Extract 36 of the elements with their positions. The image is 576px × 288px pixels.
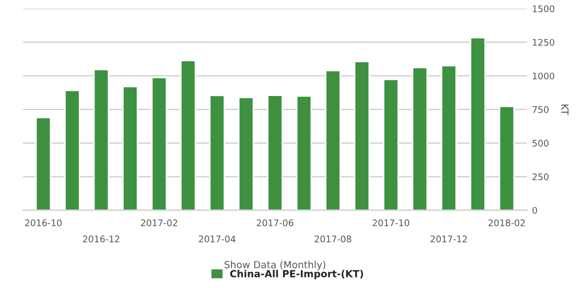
bar — [440, 64, 457, 210]
y-axis-title: KT — [561, 104, 568, 116]
legend-label: China-All PE-Import-(KT) — [230, 270, 364, 280]
y-tick-label: 1500 — [532, 5, 554, 12]
x-tick-label: 2017-02 — [140, 219, 178, 226]
bar — [296, 95, 312, 210]
x-tick-label: 2018-02 — [488, 219, 525, 226]
x-tick-label: 2017-06 — [256, 219, 294, 226]
y-tick-label: 500 — [532, 140, 549, 147]
x-axis-title: Show Data (Monthly) — [224, 260, 326, 270]
x-tick-label: 2017-10 — [372, 219, 410, 226]
y-tick-label: 250 — [532, 173, 549, 180]
x-tick-label: 2016-10 — [25, 219, 62, 226]
x-tick-label: 2017-04 — [198, 236, 236, 242]
y-tick-label: 0 — [532, 206, 538, 214]
x-tick-label: 2017-12 — [430, 236, 467, 242]
bar — [382, 78, 399, 210]
bar — [354, 60, 370, 210]
y-tick-label: 750 — [532, 106, 549, 113]
x-tick-label: 2017-08 — [314, 236, 352, 242]
bar — [498, 106, 515, 210]
bar — [151, 76, 168, 210]
bar — [412, 66, 428, 210]
y-tick-label: 1000 — [532, 72, 554, 80]
bar — [238, 96, 254, 210]
x-tick-label: 2016-12 — [83, 236, 120, 242]
y-tick-label: 1250 — [532, 38, 554, 46]
bar — [325, 70, 341, 210]
bar — [209, 94, 226, 210]
bar — [64, 90, 80, 210]
bar — [93, 68, 110, 210]
bar — [122, 86, 138, 210]
bar — [35, 116, 52, 210]
bar — [267, 94, 283, 210]
bar — [470, 36, 486, 210]
bar — [180, 60, 196, 210]
